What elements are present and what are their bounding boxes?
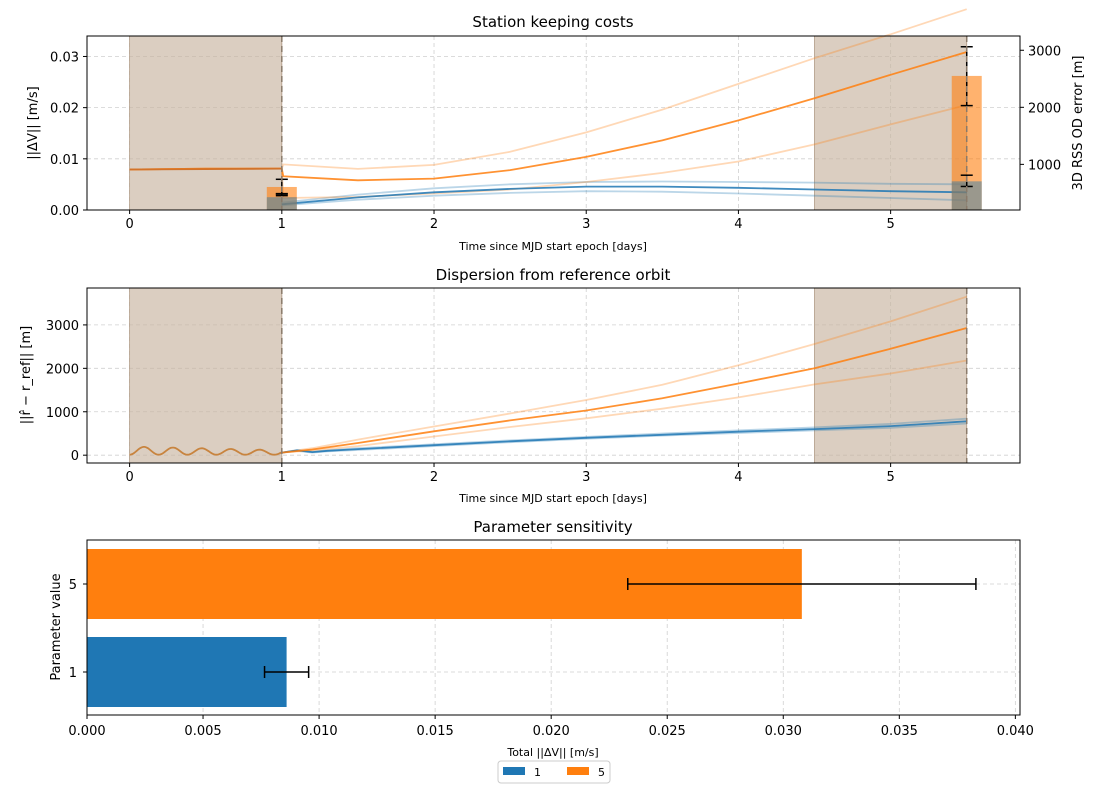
x-ticks-3: 0.000 0.005 0.010 0.015 0.020 0.025 0.030 0.035… <box>68 715 1034 739</box>
series-5-lower <box>281 359 967 454</box>
x-tick-label: 4 <box>734 217 742 232</box>
vlines-1 <box>281 36 968 210</box>
y-right-tick-label: 1000 <box>1028 158 1061 173</box>
y-axis-label-2: ||r̂ − r_ref|| [m] <box>19 326 34 424</box>
x-ticks-1: 0 1 2 3 4 5 <box>125 210 895 232</box>
y-tick-label: 0.00 <box>50 204 79 219</box>
series-initial-oscillation <box>129 446 283 456</box>
y-ticks-1: 0.00 0.01 0.02 0.03 <box>50 50 87 219</box>
shaded-region <box>129 287 283 464</box>
series-1-line <box>281 420 967 454</box>
y-tick-label: 0.01 <box>50 153 79 168</box>
x-tick-label: 0.030 <box>765 724 802 739</box>
bars-3 <box>87 549 977 707</box>
legend-label-5: 5 <box>598 766 605 779</box>
y-tick-label: 0.03 <box>50 50 79 65</box>
y-ticks-right-1: 1000 2000 3000 <box>1020 44 1061 173</box>
shaded-regions-2 <box>129 287 968 464</box>
legend-swatch-1 <box>503 767 525 775</box>
chart-title-1: Station keeping costs <box>472 13 633 31</box>
x-tick-label: 0.035 <box>881 724 918 739</box>
chart-title-2: Dispersion from reference orbit <box>436 266 671 284</box>
legend-swatch-5 <box>567 767 589 775</box>
axes-frame-2 <box>86 287 1021 464</box>
x-tick-label: 0.020 <box>533 724 570 739</box>
series-5-upper <box>281 295 967 454</box>
x-tick-label: 2 <box>430 470 438 485</box>
axes-frame-3 <box>86 539 1021 716</box>
y-tick-label: 1000 <box>46 406 79 421</box>
x-tick-label: 3 <box>582 470 590 485</box>
shaded-region <box>129 35 283 211</box>
shaded-regions-1 <box>129 35 968 211</box>
lines-2 <box>129 327 967 456</box>
x-tick-label: 0.015 <box>417 724 454 739</box>
parameter-sensitivity-panel: 0.000 0.005 0.010 0.015 0.020 0.025 0.030 0.035… <box>49 518 1034 784</box>
y-axis-label-3: Parameter value <box>49 573 64 680</box>
legend-box <box>497 760 611 784</box>
x-tick-label: 4 <box>734 470 742 485</box>
x-tick-label: 5 <box>886 217 894 232</box>
x-tick-label: 0.000 <box>68 724 105 739</box>
x-tick-label: 0 <box>125 217 133 232</box>
series-1-lower <box>281 190 967 207</box>
bar-1 <box>266 197 297 210</box>
x-tick-label: 5 <box>886 470 894 485</box>
legend-label-1: 1 <box>534 766 541 779</box>
x-tick-label: 2 <box>430 217 438 232</box>
y-tick-label: 2000 <box>46 362 79 377</box>
dispersion-panel: 0 1 2 3 4 5 0 1000 2000 3000 Dispersion from ref… <box>19 266 1021 505</box>
chart-title-3: Parameter sensitivity <box>473 518 632 536</box>
x-ticks-2: 0 1 2 3 4 5 <box>125 463 895 485</box>
series-5-initial <box>129 167 282 171</box>
y-ticks-3: 15 <box>69 578 87 681</box>
x-axis-label-1: Time since MJD start epoch [days] <box>458 240 647 253</box>
x-axis-label-2: Time since MJD start epoch [days] <box>458 492 647 505</box>
y-right-tick-label: 2000 <box>1028 101 1061 116</box>
vlines-2 <box>281 288 968 463</box>
series-1-upper <box>281 180 967 204</box>
y-ticks-2: 0 1000 2000 3000 <box>46 319 87 464</box>
y-axis-label-1: ||ΔV|| [m/s] <box>26 86 41 159</box>
x-tick-label: 1 <box>278 217 286 232</box>
bar-1 <box>87 637 287 707</box>
shaded-region <box>814 35 968 211</box>
x-tick-label: 1 <box>278 470 286 485</box>
series-5-line <box>281 327 967 454</box>
y-tick-label: 3000 <box>46 319 79 334</box>
x-tick-label: 0.040 <box>997 724 1034 739</box>
y-right-tick-label: 3000 <box>1028 44 1061 59</box>
x-tick-label: 0.005 <box>184 724 221 739</box>
series-1-line <box>281 185 967 206</box>
x-tick-label: 0.010 <box>300 724 337 739</box>
y-tick-label: 5 <box>69 578 77 593</box>
y-tick-label: 1 <box>69 666 77 681</box>
x-tick-label: 0 <box>125 470 133 485</box>
y-tick-label: 0.02 <box>50 102 79 117</box>
shaded-region <box>814 287 968 464</box>
station-keeping-panel: 0 1 2 3 4 5 0.00 0.01 0.02 0.03 1000 2000 3000 Sta… <box>26 8 1086 253</box>
axes-frame-1 <box>86 35 1021 211</box>
x-tick-label: 0.025 <box>649 724 686 739</box>
y-axis-label-right-1: 3D RSS OD error [m] <box>1071 56 1086 191</box>
x-tick-label: 3 <box>582 217 590 232</box>
x-axis-label-3: Total ||ΔV|| [m/s] <box>506 746 598 759</box>
y-tick-label: 0 <box>71 449 79 464</box>
